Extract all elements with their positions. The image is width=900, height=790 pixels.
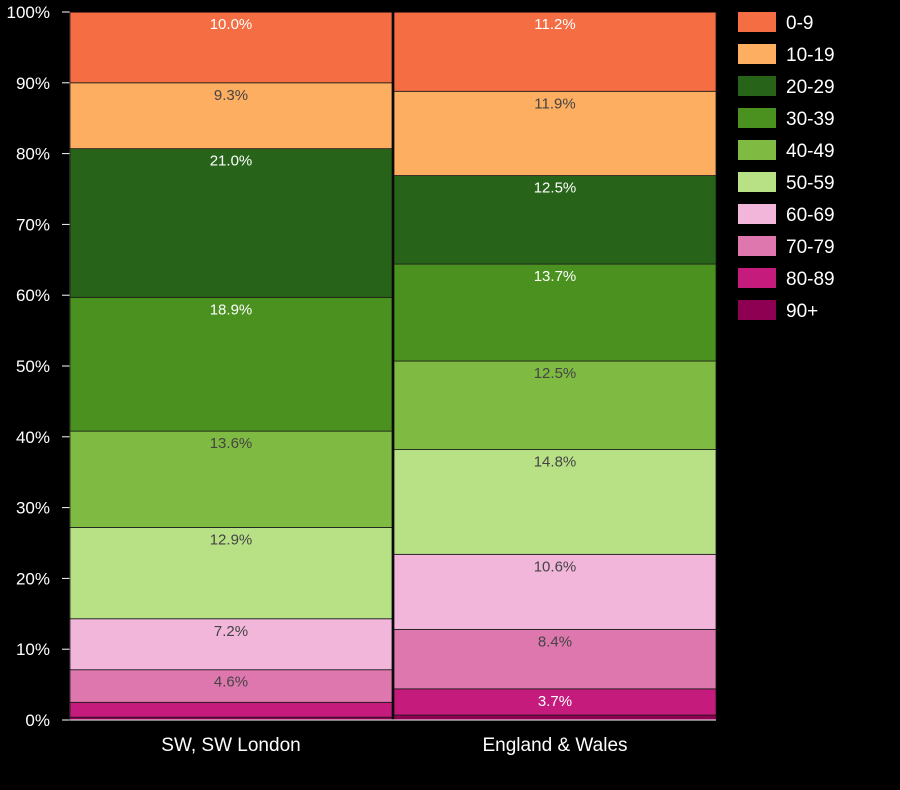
bar-data-label: 12.5%: [534, 365, 577, 382]
bar-data-label: 8.4%: [538, 633, 572, 650]
legend-label: 40-49: [786, 141, 835, 162]
legend-swatch: [738, 172, 776, 192]
legend-swatch: [738, 268, 776, 288]
legend-swatch: [738, 44, 776, 64]
bar-segment: [393, 11, 717, 92]
y-tick-label: 90%: [16, 74, 50, 93]
bar-data-label: 10.6%: [534, 558, 577, 575]
x-category-label: SW, SW London: [161, 735, 300, 756]
legend-label: 10-19: [786, 45, 835, 66]
legend-label: 70-79: [786, 237, 835, 258]
legend-swatch: [738, 76, 776, 96]
y-tick-label: 80%: [16, 145, 50, 164]
bar-data-label: 3.7%: [538, 693, 572, 710]
bars: 4.6% 7.2% 12.9% 13.6% 18.9% 21.0% 9.3% 10.0% 3.7…: [69, 11, 717, 721]
legend-label: 60-69: [786, 205, 835, 226]
bar-data-label: 9.3%: [214, 87, 248, 104]
bar-segment: [393, 688, 717, 716]
bar-segment: [393, 360, 717, 450]
bar-segment: [69, 82, 393, 150]
legend-swatch: [738, 140, 776, 160]
y-tick-label: 40%: [16, 428, 50, 447]
legend-label: 0-9: [786, 13, 813, 34]
x-category-label: England & Wales: [482, 735, 627, 756]
bar-segment: [393, 263, 717, 362]
y-tick-label: 30%: [16, 499, 50, 518]
bar-data-label: 21.0%: [210, 153, 253, 170]
legend-swatch: [738, 108, 776, 128]
legend-label: 30-39: [786, 109, 835, 130]
bar-data-label: 13.6%: [210, 435, 253, 452]
bar-segment: [393, 553, 717, 630]
bar-segment: [393, 90, 717, 176]
y-tick-label: 20%: [16, 569, 50, 588]
y-tick-label: 60%: [16, 286, 50, 305]
y-tick-label: 70%: [16, 215, 50, 234]
legend-swatch: [738, 236, 776, 256]
y-tick-label: 10%: [16, 640, 50, 659]
legend-label: 80-89: [786, 269, 835, 290]
legend-swatch: [738, 12, 776, 32]
bar-segment: [69, 11, 393, 84]
bar-data-label: 7.2%: [214, 623, 248, 640]
bar-data-label: 18.9%: [210, 301, 253, 318]
x-axis: SW, SW London England & Wales: [70, 719, 716, 756]
bar-data-label: 14.8%: [534, 454, 577, 471]
bar-data-label: 4.6%: [214, 674, 248, 691]
legend: 0-9 10-19 20-29 30-39 40-49 50-59 60-69 70-79 80…: [738, 12, 835, 322]
y-tick-label: 100%: [7, 3, 50, 22]
legend-label: 20-29: [786, 77, 835, 98]
bar-segment: [69, 701, 393, 718]
bar-segment: [393, 714, 717, 721]
y-axis: 0% 10% 20% 30% 40% 50% 60% 70% 80% 90% 100%: [7, 3, 71, 730]
bar-segment: [69, 527, 393, 620]
bar-segment: [69, 296, 393, 432]
bar-data-label: 12.9%: [210, 531, 253, 548]
legend-swatch: [738, 204, 776, 224]
bar-data-label: 12.5%: [534, 180, 577, 197]
bar-segment: [393, 628, 717, 690]
bar-data-label: 13.7%: [534, 268, 577, 285]
legend-label: 90+: [786, 301, 818, 322]
legend-label: 50-59: [786, 173, 835, 194]
bar-segment: [393, 175, 717, 265]
y-tick-label: 50%: [16, 357, 50, 376]
bar-segment: [393, 449, 717, 555]
y-tick-label: 0%: [25, 711, 50, 730]
bar-data-label: 10.0%: [210, 16, 253, 33]
bar-segment: [69, 148, 393, 298]
legend-swatch: [738, 300, 776, 320]
bar-data-label: 11.9%: [534, 95, 575, 112]
bar-data-label: 11.2%: [534, 16, 575, 33]
